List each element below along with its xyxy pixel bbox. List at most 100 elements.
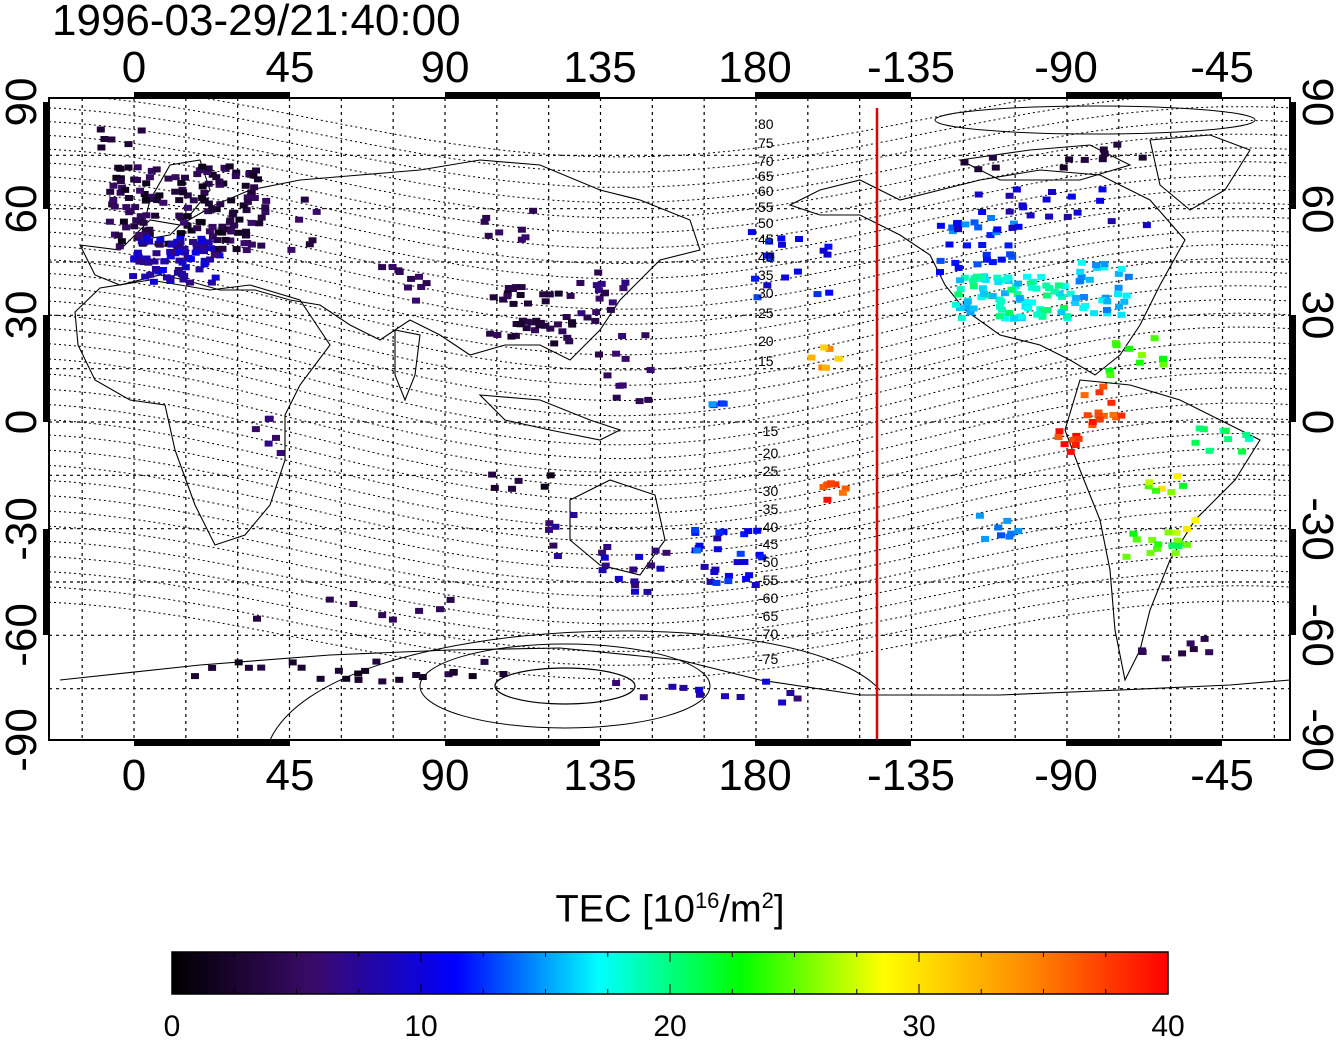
tec-observation — [227, 197, 236, 204]
tec-observation — [1060, 283, 1069, 290]
tec-observation — [724, 572, 733, 579]
tec-observation — [250, 184, 259, 191]
tec-observation — [171, 250, 180, 257]
tec-observation — [983, 256, 991, 263]
tec-observation — [227, 228, 236, 235]
tec-observation — [522, 325, 531, 332]
tec-observation — [215, 181, 224, 188]
tec-observation — [361, 667, 370, 674]
tec-observation — [151, 266, 160, 272]
tec-observation — [1014, 223, 1023, 230]
tec-observation — [176, 238, 185, 245]
tec-observation — [133, 164, 142, 171]
tec-observation — [195, 266, 204, 273]
tec-observation — [418, 674, 427, 680]
tec-observation — [695, 686, 704, 693]
mag-contour — [49, 271, 1290, 371]
tec-observation — [207, 245, 216, 252]
tec-observation — [838, 489, 847, 496]
tec-observation — [215, 252, 224, 259]
tec-observation — [1099, 412, 1108, 419]
tec-observation — [708, 401, 717, 408]
tec-observation — [1124, 273, 1133, 280]
tec-observation — [1080, 392, 1089, 399]
coastline — [1149, 134, 1251, 211]
tec-observation — [181, 249, 189, 256]
tec-observation — [378, 264, 387, 271]
tec-observation — [415, 607, 424, 614]
contour-label: 70 — [758, 153, 774, 169]
tec-observation — [948, 224, 957, 231]
tec-observation — [508, 485, 516, 492]
magnetic-latitude-contours — [49, 98, 1290, 740]
tec-observation — [130, 223, 139, 230]
tec-observation — [822, 364, 830, 371]
tec-observation — [468, 673, 477, 680]
tec-observation — [137, 238, 146, 245]
tec-observation — [1007, 286, 1016, 293]
mag-contour — [49, 387, 1290, 487]
map-frame — [43, 92, 1296, 746]
tec-observation — [186, 256, 195, 263]
tec-observation — [1120, 298, 1129, 305]
tec-observation — [114, 232, 123, 239]
tec-observation — [521, 234, 530, 241]
tec-observation — [203, 169, 212, 175]
tec-observation — [997, 306, 1006, 313]
tec-observation — [1066, 290, 1075, 297]
tec-observation — [218, 223, 227, 230]
tec-observation — [719, 400, 728, 407]
lon-label-top: -90 — [1034, 43, 1098, 92]
tec-observation — [354, 670, 363, 677]
tec-observation — [1065, 156, 1074, 163]
tec-observation — [407, 275, 416, 282]
mag-pole-contour-south — [494, 667, 636, 705]
tec-observation — [536, 319, 545, 326]
tec-observation — [695, 691, 704, 698]
tec-observation — [1069, 436, 1078, 443]
tec-observation — [1159, 361, 1168, 368]
tec-observation — [758, 554, 767, 561]
tec-observation — [1008, 224, 1017, 231]
tec-observation — [134, 253, 143, 260]
tec-observation — [216, 201, 225, 208]
tec-observation — [109, 197, 118, 203]
tec-observation — [550, 340, 559, 347]
tec-observation — [245, 171, 254, 178]
tec-observation — [963, 242, 971, 249]
tec-observation — [827, 480, 835, 487]
tec-observation — [991, 164, 1000, 171]
tec-observation — [745, 572, 754, 579]
mag-pole-contour-south — [269, 630, 881, 740]
tec-observation — [1117, 265, 1126, 272]
tec-observation — [970, 219, 979, 226]
tec-observation — [706, 578, 715, 585]
tec-observation — [1179, 482, 1188, 489]
tec-observation — [553, 321, 562, 328]
tec-observation — [334, 667, 343, 674]
tec-observation — [378, 678, 387, 685]
tec-observation — [563, 334, 572, 341]
tec-observation — [1114, 291, 1123, 298]
tec-observation — [975, 512, 984, 519]
lat-label-left: -90 — [0, 708, 46, 772]
tec-observation — [793, 268, 802, 275]
tec-observation — [197, 235, 206, 242]
tec-observation — [145, 238, 154, 245]
tec-observation — [205, 228, 214, 235]
tec-observation — [956, 285, 965, 292]
tec-observation — [1182, 541, 1191, 548]
tec-observation — [988, 154, 997, 161]
coastline — [478, 394, 622, 441]
tec-observation — [630, 578, 639, 585]
tec-observation — [1014, 528, 1023, 535]
mag-contour — [49, 119, 1290, 204]
tec-observation — [978, 285, 987, 292]
tec-observation — [656, 565, 665, 572]
tec-observation — [635, 553, 644, 560]
tec-observation — [207, 279, 216, 286]
tec-observation — [988, 259, 997, 266]
tec-observation — [1154, 541, 1163, 548]
tec-observation — [1009, 315, 1018, 322]
tec-observation — [109, 182, 118, 189]
